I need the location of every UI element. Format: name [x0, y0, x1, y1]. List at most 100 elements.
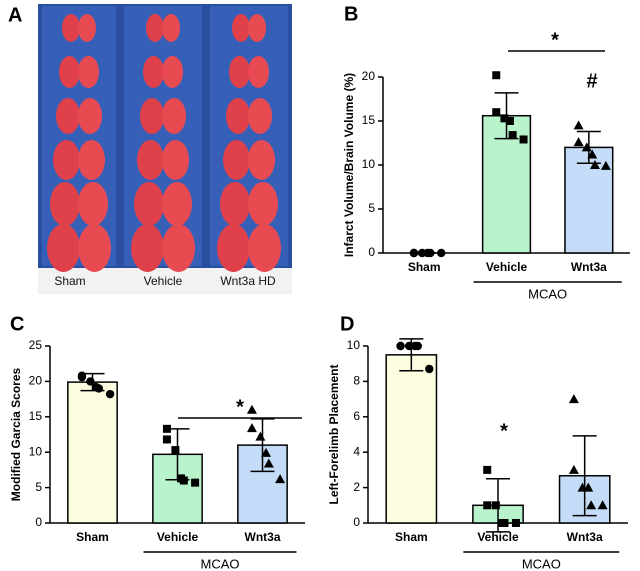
data-point — [263, 458, 274, 468]
y-axis-label: Modified Garcia Scores — [9, 367, 23, 501]
data-point — [162, 435, 171, 444]
bar — [67, 381, 118, 524]
brain-slice — [143, 56, 164, 88]
brain-slice — [47, 224, 80, 272]
data-point — [425, 364, 434, 374]
brain-slice — [232, 14, 250, 42]
brain-slice — [62, 14, 80, 42]
data-point — [500, 114, 509, 123]
brain-slice — [131, 224, 164, 272]
y-tick-label: 15 — [29, 409, 43, 423]
data-point — [573, 120, 584, 130]
y-tick-label: 5 — [368, 201, 375, 215]
brain-slice — [56, 98, 80, 134]
x-tick-label: Vehicle — [157, 530, 199, 544]
data-point — [409, 248, 419, 258]
brain-slice — [162, 140, 189, 180]
data-point — [261, 447, 272, 457]
brain-photo — [38, 4, 292, 294]
y-tick-label: 0 — [353, 515, 360, 529]
data-point — [483, 501, 492, 510]
y-tick-label: 6 — [353, 409, 360, 423]
brain-slice — [226, 98, 250, 134]
y-tick-label: 5 — [35, 480, 42, 494]
panel-letter: A — [8, 4, 22, 26]
brain-slice — [162, 224, 195, 272]
data-point — [246, 423, 257, 433]
data-point — [94, 384, 104, 393]
brain-slice — [248, 182, 278, 226]
brain-slice — [134, 182, 164, 226]
x-tick-label: Wnt3a — [245, 530, 281, 544]
data-point — [508, 131, 517, 140]
brain-slice — [248, 14, 266, 42]
brain-slice — [78, 140, 105, 180]
y-tick-label: 20 — [29, 374, 43, 388]
data-point — [587, 149, 598, 159]
brain-slice — [146, 14, 164, 42]
y-tick-label: 20 — [362, 69, 376, 83]
brain-slice — [137, 140, 164, 180]
x-tick-label: Sham — [408, 260, 441, 274]
data-point — [600, 160, 611, 170]
x-tick-label: Vehicle — [477, 530, 519, 544]
data-point — [404, 341, 414, 351]
group-label: MCAO — [528, 286, 567, 301]
data-point — [491, 501, 500, 510]
photo-label: Wnt3a HD — [220, 274, 276, 288]
brain-slice — [78, 14, 96, 42]
data-point — [179, 476, 188, 485]
brain-slice — [50, 182, 80, 226]
data-point — [586, 500, 597, 510]
brain-slice — [248, 56, 269, 88]
y-tick-label: 25 — [29, 338, 43, 352]
brain-slice — [140, 98, 164, 134]
data-point — [589, 160, 600, 169]
data-point — [162, 424, 171, 433]
data-point — [581, 142, 592, 152]
annotation: * — [236, 396, 244, 418]
data-point — [573, 137, 584, 147]
brain-slice — [162, 56, 183, 88]
data-point — [396, 341, 405, 351]
data-point — [105, 389, 115, 399]
photo-column — [210, 6, 288, 266]
bar — [385, 354, 438, 524]
photo-label: Sham — [54, 274, 85, 288]
data-point — [492, 108, 501, 117]
brain-slice — [223, 140, 250, 180]
y-tick-label: 4 — [353, 444, 360, 458]
brain-slice — [162, 98, 186, 134]
y-tick-label: 8 — [353, 374, 360, 388]
panel-letter: D — [340, 313, 354, 335]
brain-slice — [78, 98, 102, 134]
x-tick-label: Wnt3a — [571, 260, 607, 274]
y-axis-label: Infarct Volume/Brain Volume (%) — [342, 73, 356, 257]
group-label: MCAO — [201, 556, 240, 571]
annotation: # — [586, 70, 597, 92]
data-point — [77, 372, 87, 382]
data-point — [519, 135, 528, 144]
data-point — [511, 519, 520, 527]
data-point — [500, 519, 509, 527]
annotation: * — [551, 29, 559, 51]
brain-slice — [248, 140, 275, 180]
y-tick-label: 10 — [347, 338, 361, 352]
data-point — [191, 478, 200, 487]
data-point — [426, 248, 435, 258]
data-point — [255, 431, 266, 441]
y-axis-label: Left-Forelimb Placement — [327, 364, 341, 504]
x-tick-label: Vehicle — [486, 260, 528, 274]
annotation: * — [500, 420, 508, 442]
brain-slice — [162, 182, 192, 226]
data-point — [505, 117, 514, 125]
brain-slice — [248, 98, 272, 134]
data-point — [568, 464, 579, 474]
data-point — [246, 404, 257, 414]
brain-slice — [78, 56, 99, 88]
slices — [42, 6, 288, 272]
error-bar — [250, 418, 275, 473]
x-tick-label: Sham — [76, 530, 109, 544]
error-bar — [572, 435, 597, 517]
